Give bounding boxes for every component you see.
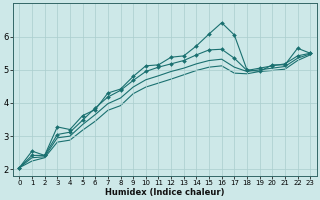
X-axis label: Humidex (Indice chaleur): Humidex (Indice chaleur) (105, 188, 225, 197)
